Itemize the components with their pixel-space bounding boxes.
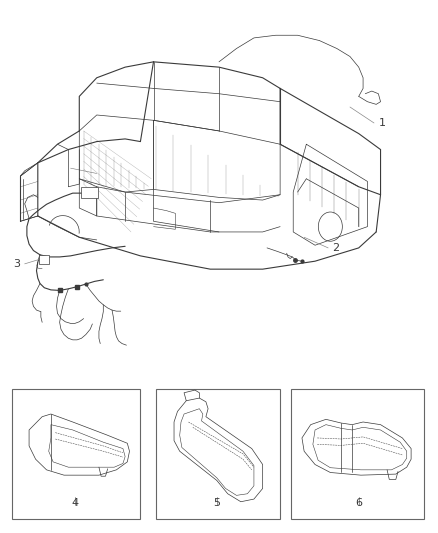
Text: 1: 1 [378,118,385,128]
Text: 2: 2 [332,243,339,253]
Text: 3: 3 [13,259,20,269]
Bar [12,389,141,519]
Text: 4: 4 [71,498,78,508]
Text: 6: 6 [355,498,362,508]
Bar [81,187,98,198]
Bar [155,389,280,519]
Bar [291,389,424,519]
Text: 5: 5 [213,498,220,508]
Bar [39,255,49,264]
